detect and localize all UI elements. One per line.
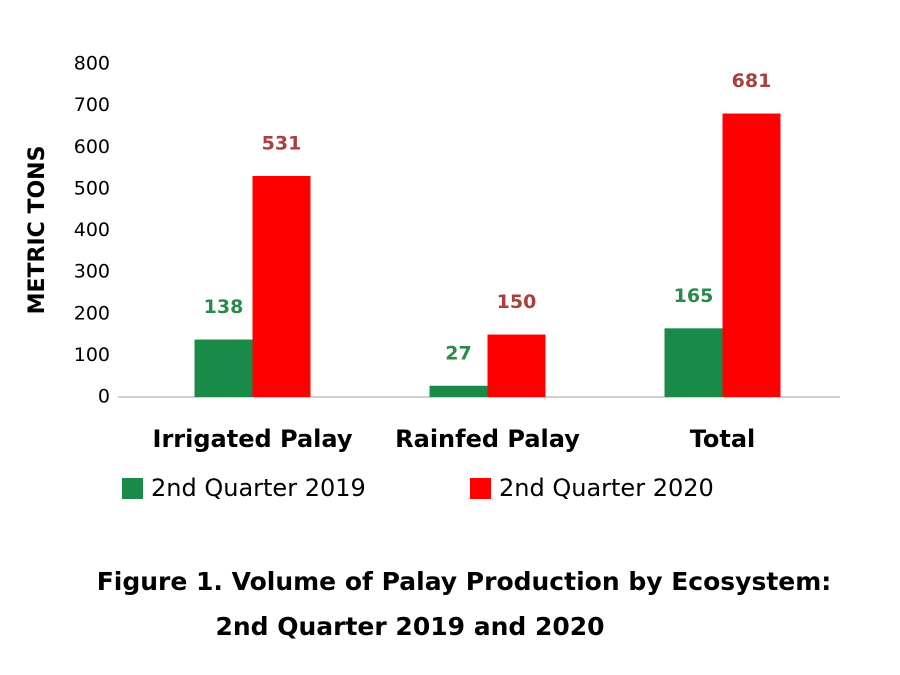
bar [252,175,311,397]
y-tick-label: 200 [74,302,110,324]
value-label: 27 [445,342,471,364]
x-tick-label: Rainfed Palay [395,425,580,453]
chart-title: 2nd Quarter 2019 and 2020 [215,612,604,641]
bar [194,339,253,397]
y-tick-label: 800 [74,53,110,75]
legend-label: 2nd Quarter 2019 [151,474,366,502]
y-tick-label: 0 [98,386,110,408]
legend-swatch [122,478,143,499]
legend-swatch [470,478,491,499]
x-tick-label: Total [690,425,756,453]
bar [487,334,546,397]
value-label: 681 [732,70,772,92]
x-tick-label: Irrigated Palay [153,425,353,453]
legend-label: 2nd Quarter 2020 [499,474,714,502]
bar [664,328,723,397]
value-label: 165 [674,285,714,307]
y-axis-label: METRIC TONS [25,146,50,315]
bar [429,385,488,397]
value-label: 138 [204,296,244,318]
y-tick-label: 400 [74,219,110,241]
y-tick-label: 100 [74,344,110,366]
y-tick-label: 300 [74,261,110,283]
y-tick-label: 600 [74,136,110,158]
value-label: 150 [497,291,537,313]
bar [722,113,781,397]
y-tick-label: 700 [74,94,110,116]
value-label: 531 [262,132,302,154]
y-tick-label: 500 [74,177,110,199]
chart-title: Figure 1. Volume of Palay Production by … [97,567,832,596]
